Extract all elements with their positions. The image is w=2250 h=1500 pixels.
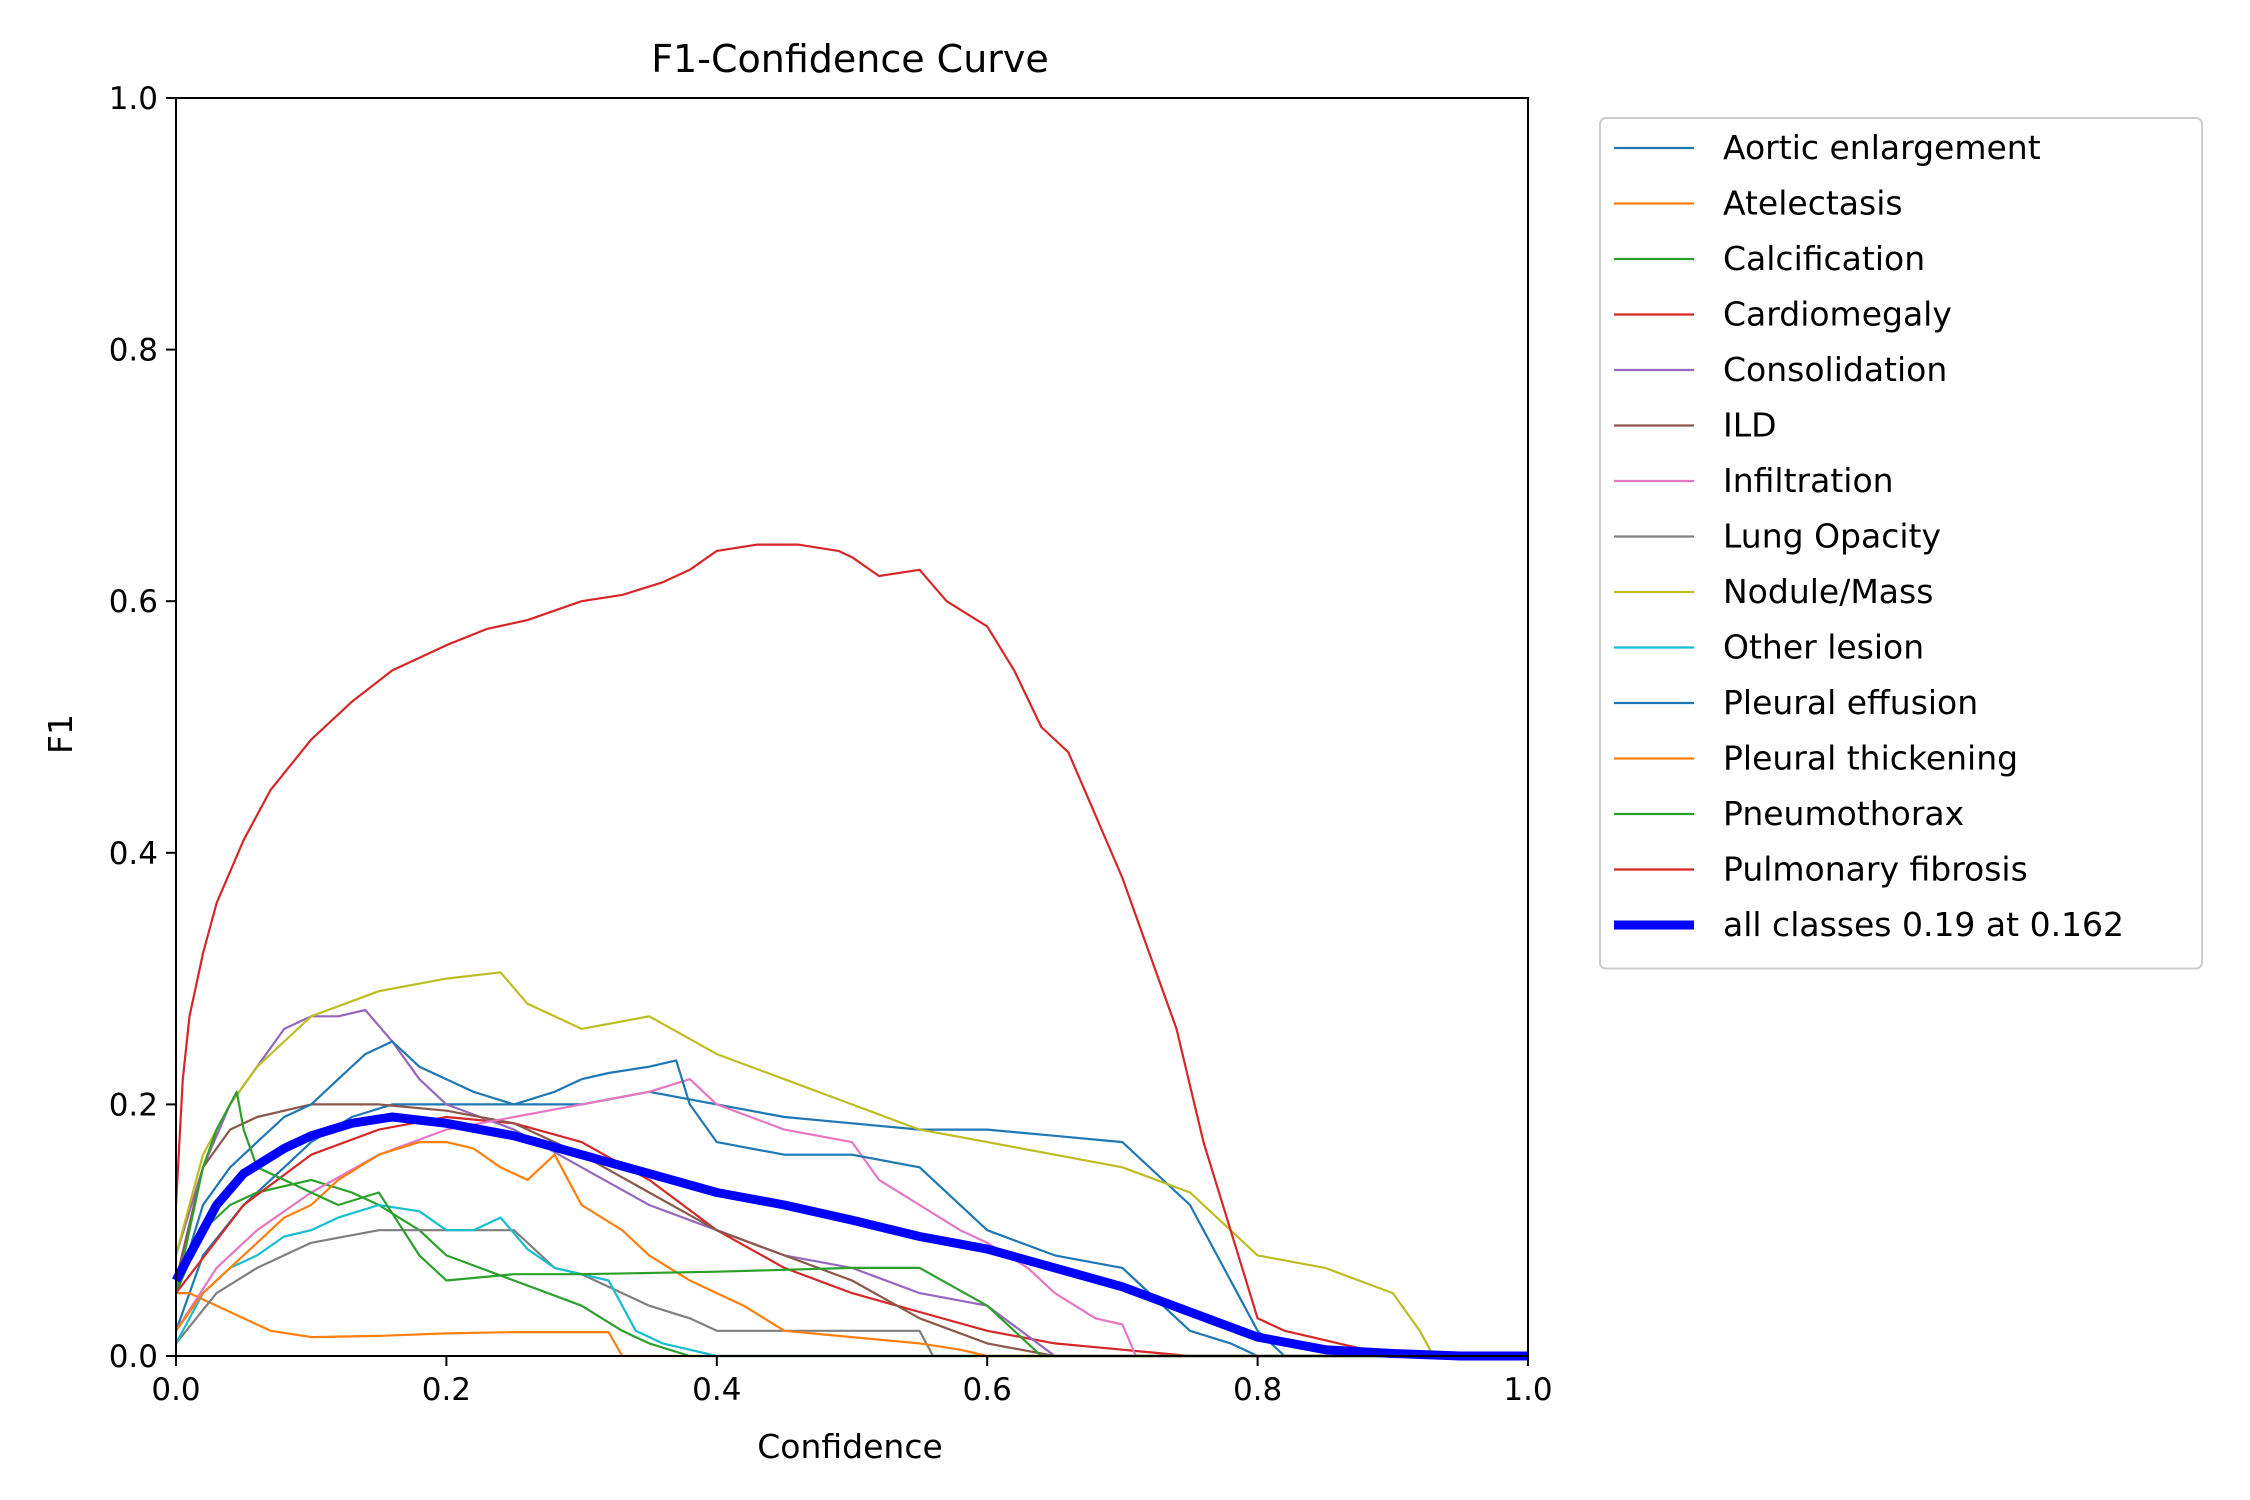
series-line-0 bbox=[174, 1090, 1528, 1358]
legend-label-5: ILD bbox=[1723, 406, 1777, 445]
chart-title: F1-Confidence Curve bbox=[651, 37, 1049, 81]
series-line-6 bbox=[175, 1078, 1528, 1358]
legend: Aortic enlargement Atelectasis Calcificati… bbox=[1599, 117, 2203, 970]
y-tick-label-3: 0.6 bbox=[109, 584, 158, 620]
legend-label-7: Lung Opacity bbox=[1723, 517, 1941, 556]
series-line-1 bbox=[176, 1291, 1528, 1358]
series-line-2 bbox=[174, 1178, 1528, 1358]
legend-label-9: Other lesion bbox=[1723, 628, 1924, 667]
legend-box bbox=[1599, 117, 2203, 970]
x-tick-label-0: 0.0 bbox=[151, 1372, 200, 1408]
legend-label-2: Calcification bbox=[1723, 239, 1925, 278]
series-line-14 bbox=[172, 1112, 1528, 1361]
y-tick-label-1: 0.2 bbox=[109, 1087, 158, 1123]
series-line-11 bbox=[175, 1140, 1528, 1358]
y-axis-label: F1 bbox=[41, 714, 80, 754]
axes: 0.0 0.2 0.4 0.6 0.8 1.0 0.0 0.2 0.4 0.6 0.8 1.0 bbox=[109, 81, 1553, 1408]
legend-label-3: Cardiomegaly bbox=[1723, 295, 1952, 334]
legend-label-14: all classes 0.19 at 0.162 bbox=[1723, 905, 2124, 944]
series-line-10 bbox=[174, 1040, 1528, 1358]
series-line-9 bbox=[175, 1203, 1528, 1358]
x-tick-label-1: 0.2 bbox=[422, 1372, 471, 1408]
legend-label-6: Infiltration bbox=[1723, 461, 1894, 500]
series-line-7 bbox=[175, 1229, 1528, 1358]
series-line-13 bbox=[174, 543, 1528, 1358]
legend-label-0: Aortic enlargement bbox=[1723, 128, 2041, 167]
legend-label-4: Consolidation bbox=[1723, 350, 1947, 389]
x-tick-label-5: 1.0 bbox=[1503, 1372, 1552, 1408]
y-tick-label-0: 0.0 bbox=[109, 1339, 158, 1375]
legend-label-10: Pleural effusion bbox=[1723, 683, 1978, 722]
x-tick-label-3: 0.6 bbox=[963, 1372, 1012, 1408]
legend-label-12: Pneumothorax bbox=[1723, 794, 1964, 833]
x-tick-label-4: 0.8 bbox=[1233, 1372, 1282, 1408]
y-tick-label-5: 1.0 bbox=[109, 81, 158, 117]
y-tick-label-4: 0.8 bbox=[109, 333, 158, 369]
plot-lines bbox=[172, 543, 1528, 1361]
legend-label-1: Atelectasis bbox=[1723, 184, 1903, 223]
plot-frame bbox=[175, 97, 1529, 1357]
x-axis-label: Confidence bbox=[757, 1427, 943, 1466]
y-tick-label-2: 0.4 bbox=[109, 836, 158, 872]
series-line-5 bbox=[174, 1103, 1528, 1358]
series-line-8 bbox=[174, 971, 1528, 1358]
legend-label-13: Pulmonary fibrosis bbox=[1723, 850, 2028, 889]
x-tick-label-2: 0.4 bbox=[692, 1372, 741, 1408]
legend-label-8: Nodule/Mass bbox=[1723, 572, 1933, 611]
series-line-12 bbox=[174, 1090, 1528, 1358]
series-line-4 bbox=[174, 1008, 1528, 1358]
legend-label-11: Pleural thickening bbox=[1723, 739, 2018, 778]
